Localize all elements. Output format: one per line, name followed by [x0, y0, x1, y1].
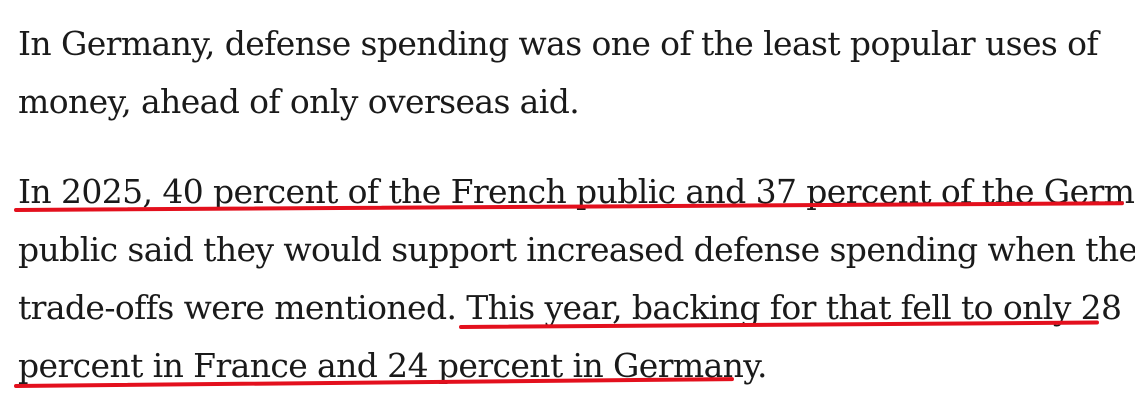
plain-text-segment: trade-offs were mentioned. — [18, 288, 467, 327]
paragraph-line: In Germany, defense spending was one of … — [18, 24, 1099, 63]
highlighted-line: percent in France and 24 percent in Germ… — [18, 346, 767, 385]
highlighted-text-segment: This year, backing for that fell to only… — [466, 288, 1122, 327]
highlighted-line: In 2025, 40 percent of the French public… — [18, 172, 1135, 211]
paragraph-line: public said they would support increased… — [18, 230, 1135, 269]
paragraph-line: trade-offs were mentioned. This year, ba… — [18, 278, 1122, 338]
paragraph-line: money, ahead of only overseas aid. — [18, 82, 580, 121]
